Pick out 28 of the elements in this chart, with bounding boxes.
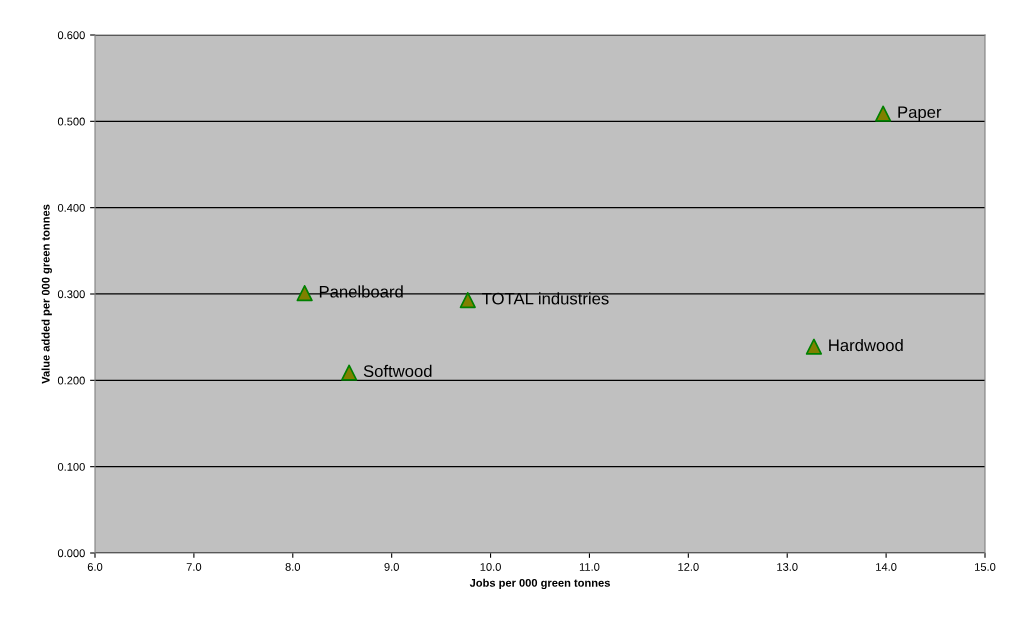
annotation: Paper	[898, 106, 942, 122]
x-tick-label: 15.0	[975, 563, 996, 571]
x-tick-label: 8.0	[285, 563, 301, 571]
y-tick-label: 0.100	[57, 462, 85, 471]
annotation: Hardwood	[829, 338, 903, 352]
y-tick-label: 0.300	[57, 290, 85, 299]
point	[341, 364, 358, 381]
y-tick-label: 0.400	[57, 203, 85, 212]
annotation: TOTAL industries	[482, 292, 609, 305]
x-tick-label: 9.0	[384, 563, 399, 571]
point	[459, 291, 476, 309]
x-tick-label: 11.0	[579, 563, 600, 571]
y-tick-label: 0.200	[57, 376, 85, 385]
x-axis-title: Jobs per 000 green tonnes	[469, 578, 610, 590]
point	[875, 105, 892, 122]
x-tick-label: 13.0	[777, 563, 798, 571]
annotation: Softwood	[363, 364, 432, 378]
y-tick-label: 0.500	[57, 117, 85, 126]
x-tick-label: 12.0	[678, 563, 699, 571]
x-tick-label: 6.0	[87, 563, 103, 571]
y-tick-label: 0.600	[57, 31, 85, 40]
x-tick-label: 10.0	[480, 563, 501, 571]
y-axis-title: Value added per 000 green tonnes	[41, 204, 52, 384]
x-tick-label: 7.0	[186, 563, 202, 571]
y-tick-label: 0.000	[57, 549, 85, 558]
point	[296, 285, 313, 302]
point	[805, 338, 823, 355]
x-tick-label: 14.0	[876, 563, 897, 571]
